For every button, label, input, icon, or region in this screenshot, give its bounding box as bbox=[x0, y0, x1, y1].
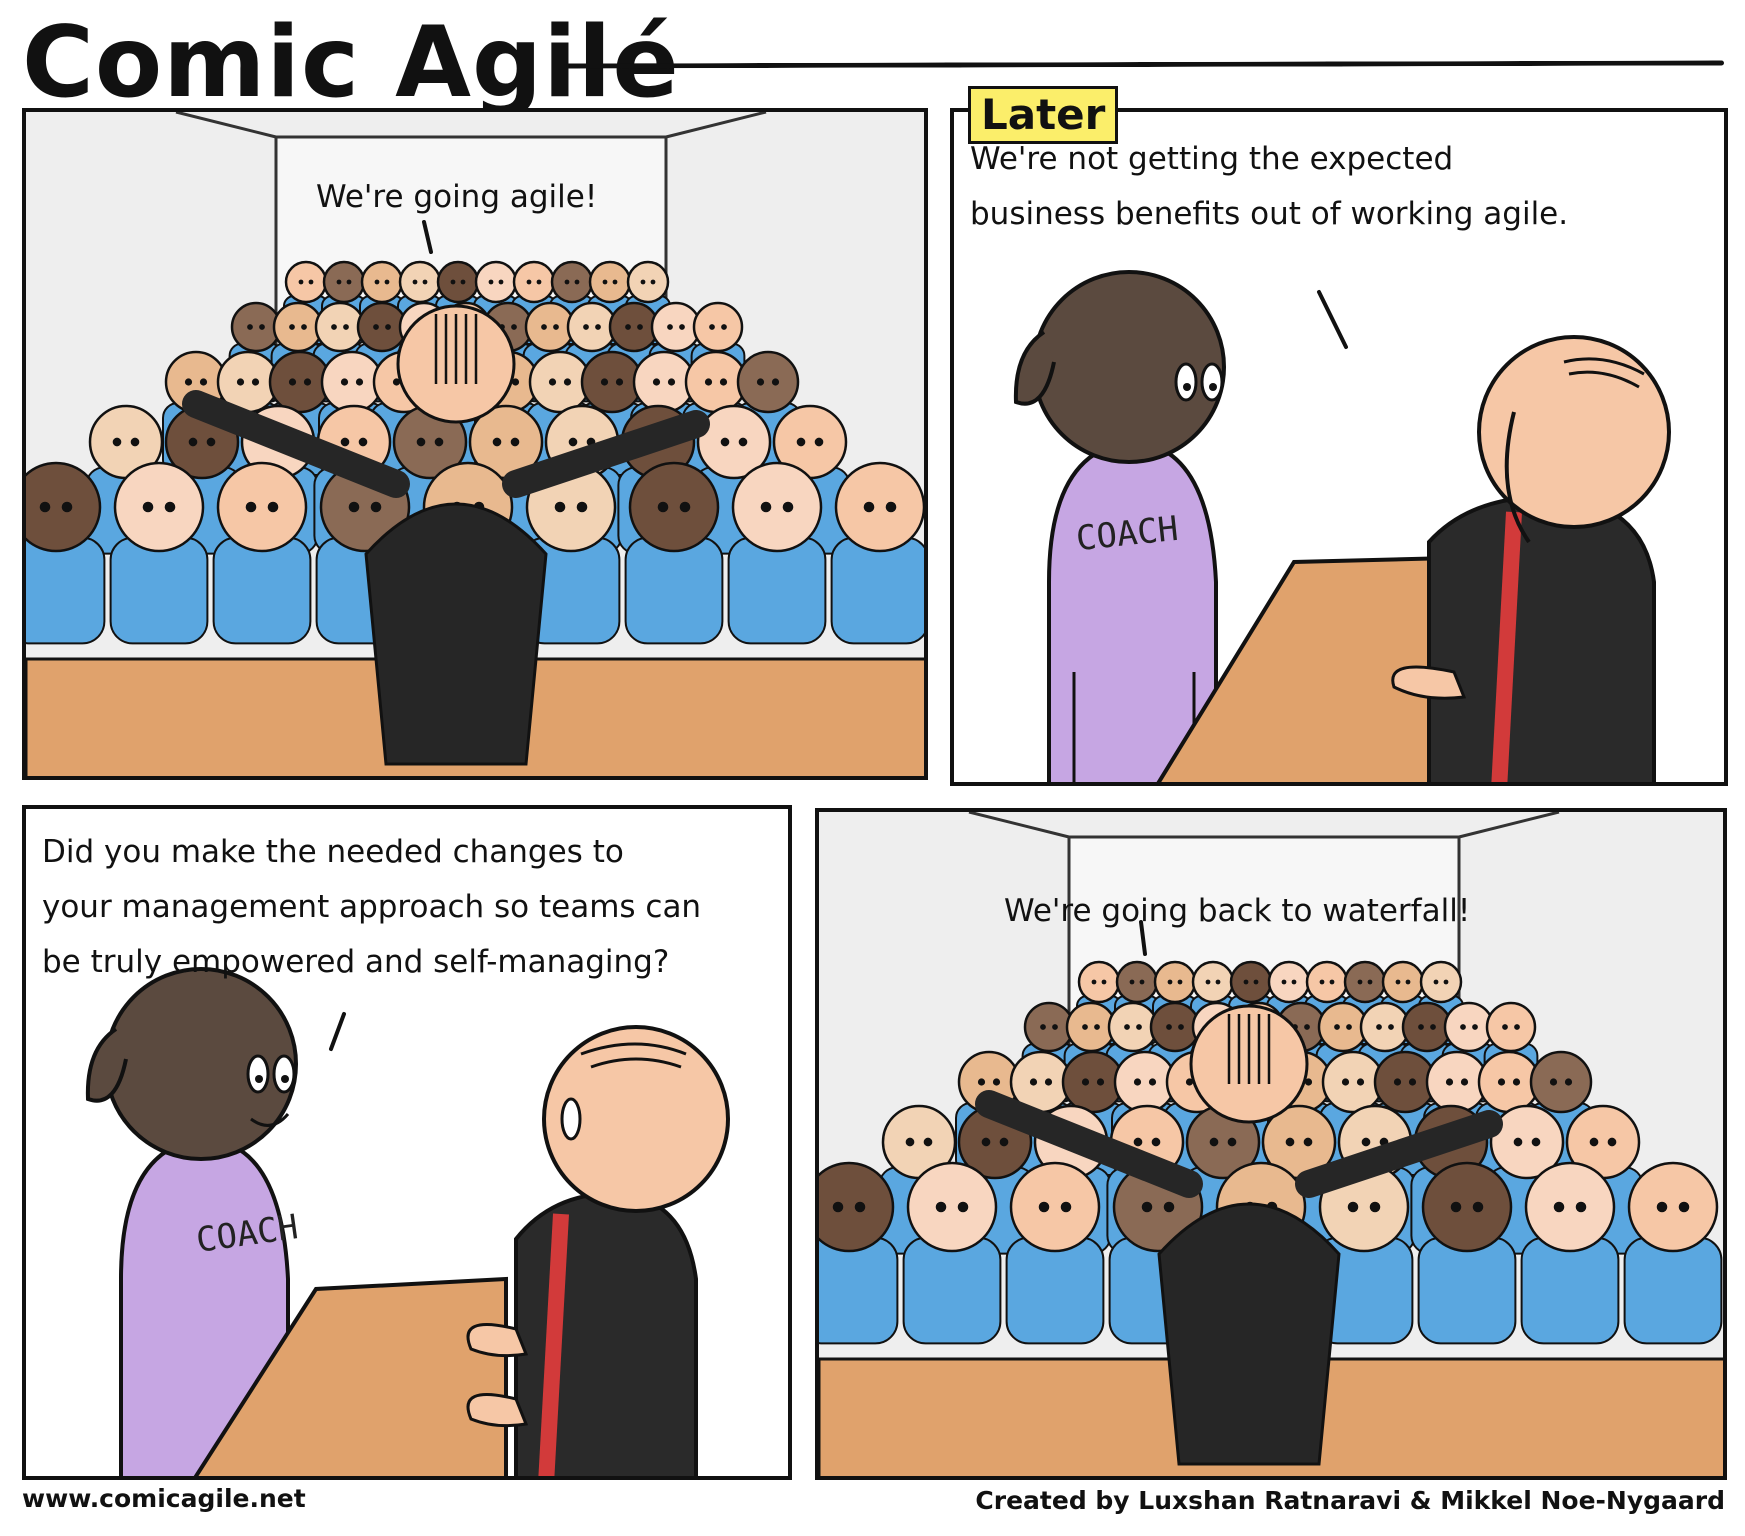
comic-title: Comic Agilé bbox=[22, 6, 680, 120]
panel-3: Did you make the needed changes to your … bbox=[22, 805, 792, 1480]
title-divider bbox=[565, 60, 1725, 69]
later-caption: Later bbox=[968, 86, 1119, 144]
panel-2: We're not getting the expected business … bbox=[950, 108, 1728, 786]
audience-scene-illustration bbox=[819, 812, 1723, 1476]
audience-scene-illustration bbox=[26, 112, 924, 776]
coach-asks-manager-illustration bbox=[85, 967, 730, 1476]
panel-1: We're going agile! bbox=[22, 108, 928, 780]
speech-line-3: be truly empowered and self-managing? bbox=[42, 944, 670, 980]
speech-line-1: Did you make the needed changes to bbox=[42, 834, 624, 870]
speech-line-1: We're not getting the expected bbox=[970, 141, 1454, 177]
footer-credits: Created by Luxshan Ratnaravi & Mikkel No… bbox=[975, 1486, 1725, 1515]
speech-line-2: your management approach so teams can bbox=[42, 889, 702, 925]
coach-and-manager-illustration bbox=[1013, 270, 1671, 782]
speech-we-are-going-agile: We're going agile! bbox=[316, 179, 598, 215]
speech-line-2: business benefits out of working agile. bbox=[970, 196, 1569, 232]
footer-website: www.comicagile.net bbox=[22, 1484, 306, 1513]
speech-going-back-to-waterfall: We're going back to waterfall! bbox=[1004, 893, 1471, 929]
panel-4: We're going back to waterfall! bbox=[815, 808, 1727, 1480]
